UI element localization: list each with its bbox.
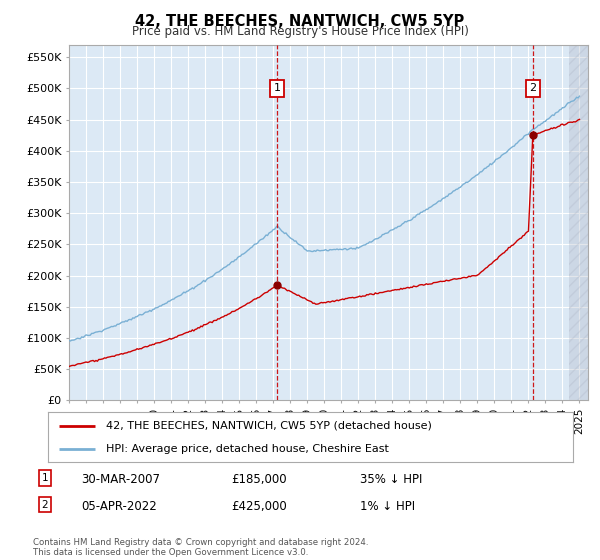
- Text: 1% ↓ HPI: 1% ↓ HPI: [360, 500, 415, 512]
- Text: 1: 1: [274, 83, 281, 94]
- Text: 2: 2: [41, 500, 49, 510]
- Text: 30-MAR-2007: 30-MAR-2007: [81, 473, 160, 486]
- Text: 42, THE BEECHES, NANTWICH, CW5 5YP (detached house): 42, THE BEECHES, NANTWICH, CW5 5YP (deta…: [106, 421, 431, 431]
- Text: 35% ↓ HPI: 35% ↓ HPI: [360, 473, 422, 486]
- Text: £185,000: £185,000: [231, 473, 287, 486]
- Text: Contains HM Land Registry data © Crown copyright and database right 2024.
This d: Contains HM Land Registry data © Crown c…: [33, 538, 368, 557]
- Text: 05-APR-2022: 05-APR-2022: [81, 500, 157, 512]
- Text: HPI: Average price, detached house, Cheshire East: HPI: Average price, detached house, Ches…: [106, 445, 389, 454]
- Text: Price paid vs. HM Land Registry's House Price Index (HPI): Price paid vs. HM Land Registry's House …: [131, 25, 469, 38]
- Text: 1: 1: [41, 473, 49, 483]
- Text: £425,000: £425,000: [231, 500, 287, 512]
- Text: 42, THE BEECHES, NANTWICH, CW5 5YP: 42, THE BEECHES, NANTWICH, CW5 5YP: [136, 14, 464, 29]
- Text: 2: 2: [529, 83, 536, 94]
